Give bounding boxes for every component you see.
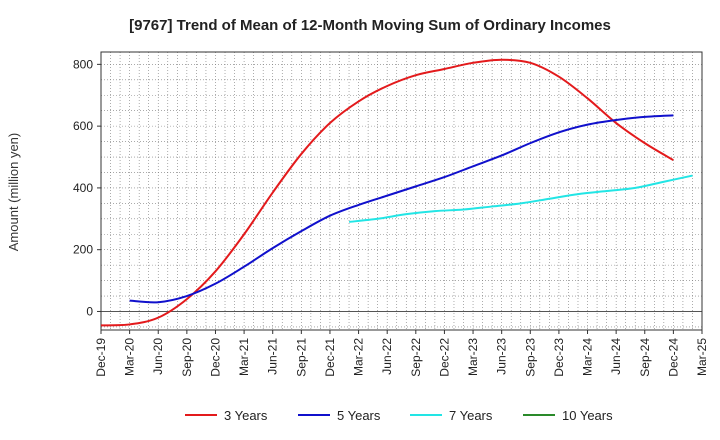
y-axis: 0 200 400 600 800 (73, 57, 101, 318)
series-line-7-years (349, 174, 693, 223)
legend-label-7-years: 7 Years (449, 408, 493, 423)
x-tick-label: Mar-24 (581, 338, 595, 376)
y-tick-label: 0 (86, 304, 93, 318)
x-tick-label: Dec-19 (94, 338, 108, 377)
x-tick-label: Mar-23 (466, 338, 480, 376)
x-tick-label: Jun-23 (495, 338, 509, 375)
x-tick-label: Jun-21 (266, 338, 280, 375)
x-tick-label: Mar-25 (695, 338, 709, 376)
x-tick-label: Sep-20 (180, 338, 194, 377)
y-tick-label: 400 (73, 181, 93, 195)
y-tick-label: 200 (73, 243, 93, 257)
x-tick-label: Dec-24 (666, 338, 680, 377)
series-line-5-years (129, 114, 674, 304)
x-tick-label: Jun-20 (151, 338, 165, 375)
legend-label-5-years: 5 Years (337, 408, 381, 423)
x-tick-label: Sep-22 (409, 338, 423, 377)
x-tick-label: Sep-24 (638, 338, 652, 377)
x-tick-label: Dec-23 (552, 338, 566, 377)
x-tick-label: Jun-24 (609, 338, 623, 375)
y-tick-label: 600 (73, 119, 93, 133)
x-tick-label: Sep-23 (523, 338, 537, 377)
x-tick-label: Mar-22 (352, 338, 366, 376)
plot-frame (100, 51, 703, 331)
x-tick-label: Mar-21 (237, 338, 251, 376)
x-tick-label: Sep-21 (294, 338, 308, 377)
x-tick-label: Mar-20 (123, 338, 137, 376)
x-axis: Dec-19 Mar-20 Jun-20 Sep-20 Dec-20 Mar-21 Jun-… (94, 330, 709, 377)
y-axis-label: Amount (million yen) (6, 133, 21, 252)
legend-label-3-years: 3 Years (224, 408, 268, 423)
x-tick-label: Dec-22 (437, 338, 451, 377)
x-tick-label: Dec-21 (323, 338, 337, 377)
legend: 3 Years 5 Years 7 Years 10 Years (185, 408, 613, 423)
series-group (100, 58, 693, 327)
legend-label-10-years: 10 Years (562, 408, 613, 423)
x-tick-label: Jun-22 (380, 338, 394, 375)
chart-title: [9767] Trend of Mean of 12-Month Moving … (129, 17, 611, 34)
x-tick-label: Dec-20 (208, 338, 222, 377)
y-tick-label: 800 (73, 57, 93, 71)
